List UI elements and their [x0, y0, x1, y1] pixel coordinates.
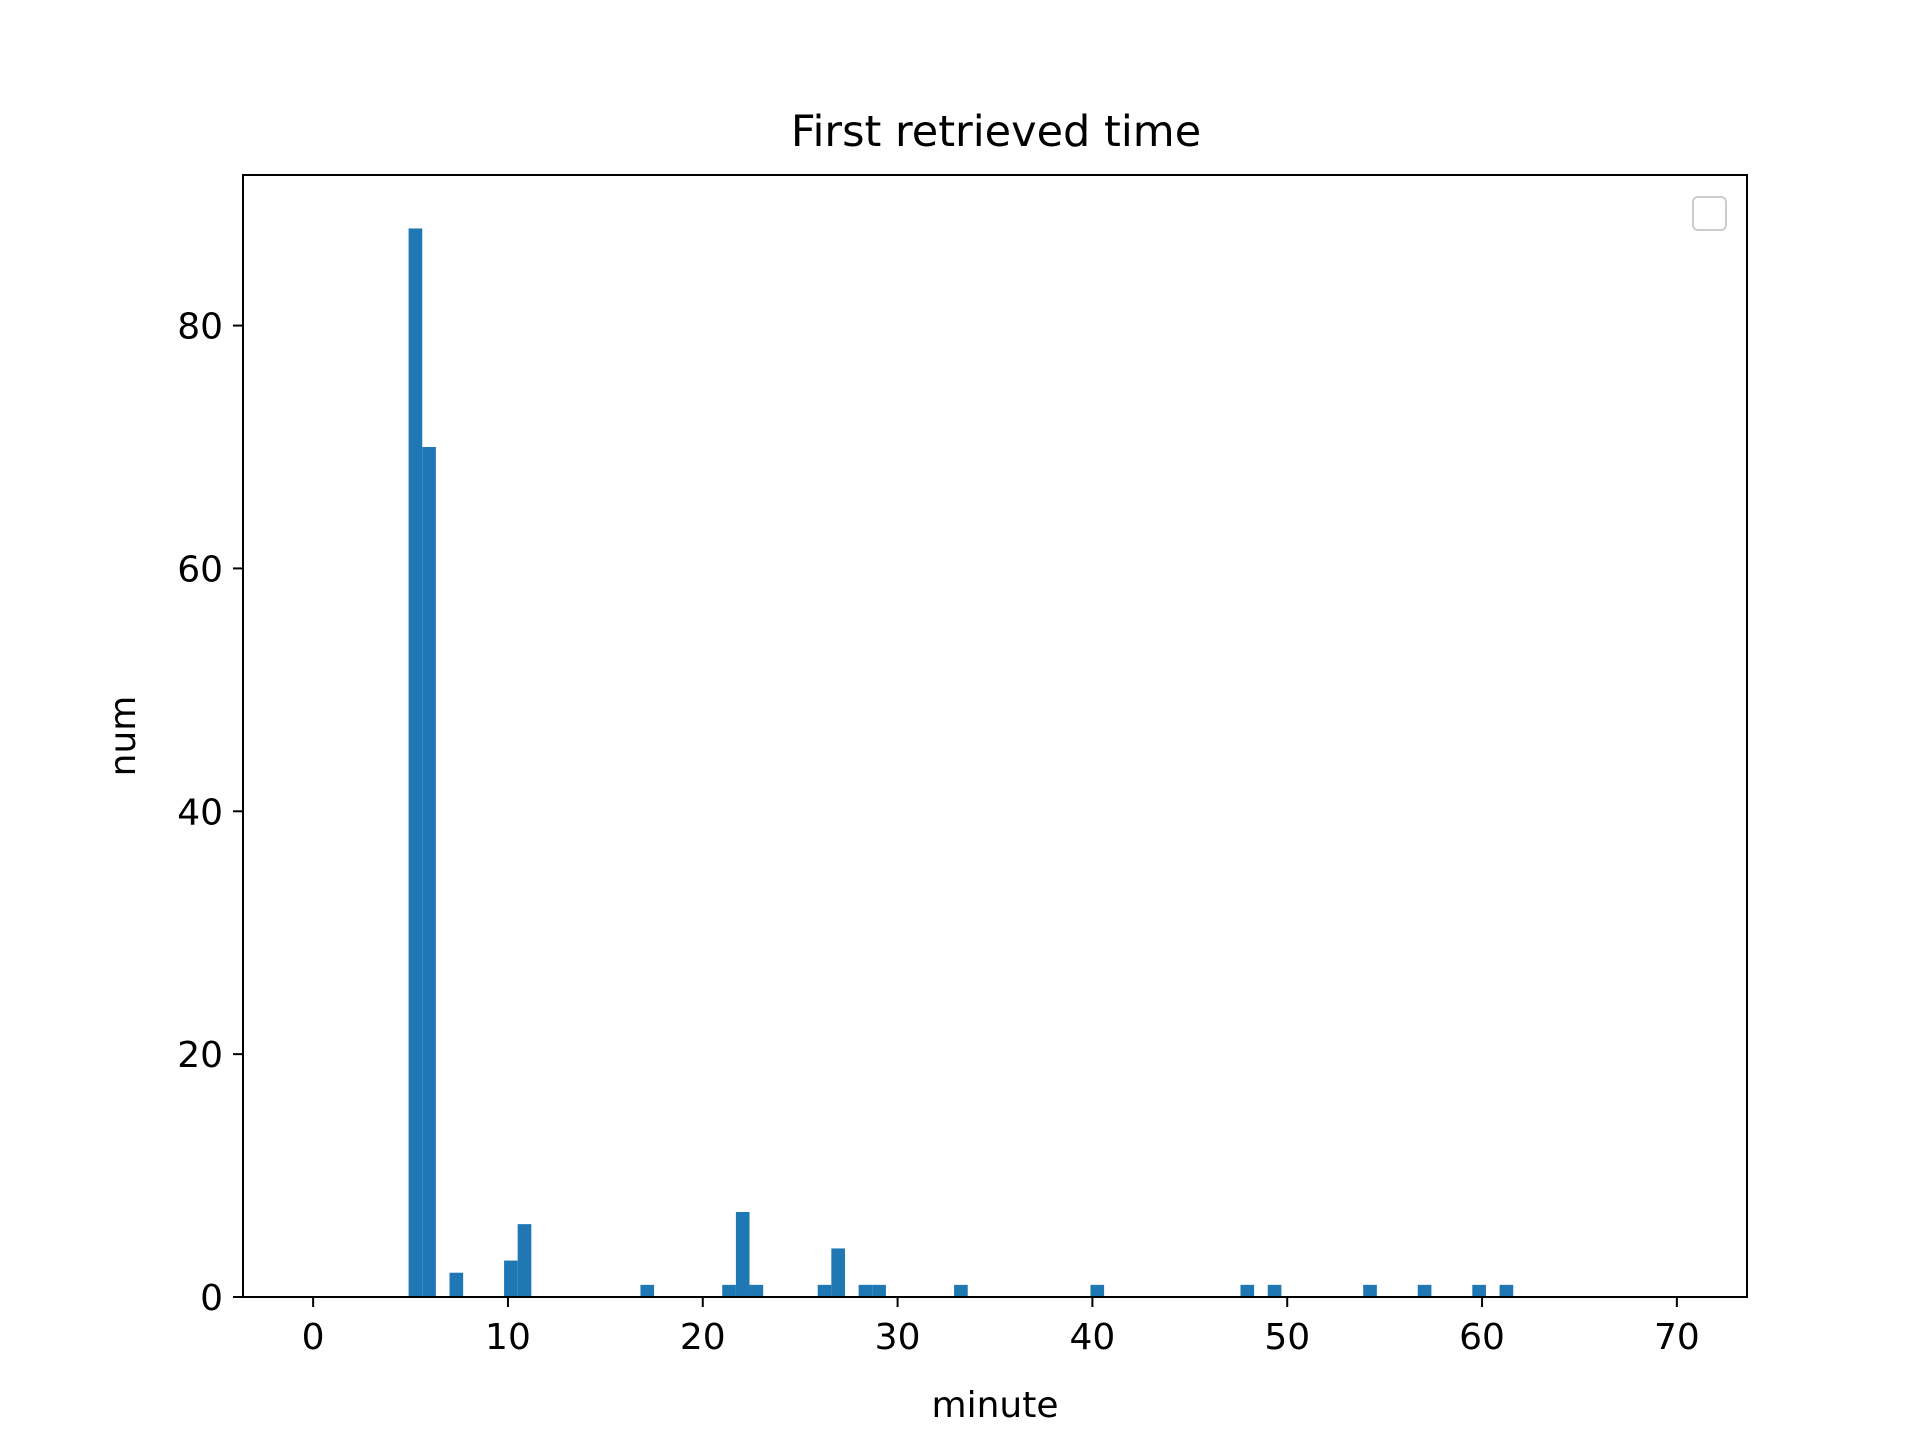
histogram-bar [1267, 1284, 1282, 1297]
x-tick-label: 30 [875, 1317, 921, 1358]
histogram-bar [1417, 1284, 1432, 1297]
x-tick-label: 40 [1070, 1317, 1116, 1358]
histogram-bar [517, 1224, 532, 1297]
histogram-bar [1472, 1284, 1486, 1297]
histogram-bar [722, 1284, 736, 1297]
y-tick-label: 40 [177, 792, 223, 833]
histogram-bar [831, 1248, 845, 1297]
x-tick-label: 50 [1264, 1317, 1310, 1358]
histogram-bar [422, 447, 436, 1297]
histogram-bar [872, 1284, 886, 1297]
histogram-bar [749, 1284, 764, 1297]
y-axis-label: num [103, 696, 144, 777]
chart-title: First retrieved time [791, 107, 1201, 157]
x-tick-label: 20 [680, 1317, 726, 1358]
y-axis-ticks: 0 20 40 60 80 [177, 307, 243, 1319]
y-tick-label: 20 [177, 1035, 223, 1076]
histogram-bar [817, 1284, 832, 1297]
y-tick-label: 80 [177, 307, 223, 348]
x-axis-ticks: 0 10 20 30 40 50 60 70 [302, 1297, 1700, 1358]
y-tick-label: 60 [177, 549, 223, 590]
histogram-bar [1090, 1284, 1105, 1297]
histogram-bar [1499, 1284, 1514, 1297]
legend-box [1692, 196, 1727, 231]
histogram-bar [858, 1284, 873, 1297]
x-tick-label: 10 [485, 1317, 531, 1358]
histogram-bar [408, 228, 423, 1298]
histogram-bar [735, 1212, 750, 1297]
y-tick-label: 0 [200, 1278, 223, 1319]
histogram-bar [640, 1284, 655, 1297]
histogram-bar [449, 1272, 464, 1297]
histogram-bar [1363, 1284, 1377, 1297]
x-tick-label: 0 [302, 1317, 325, 1358]
x-tick-label: 60 [1459, 1317, 1505, 1358]
bars-group [408, 228, 1514, 1298]
histogram-bar [954, 1284, 968, 1297]
histogram-bar [1240, 1284, 1255, 1297]
plot-area-frame [242, 174, 1748, 1298]
x-axis-label: minute [932, 1385, 1059, 1426]
x-tick-label: 70 [1654, 1317, 1700, 1358]
histogram-bar [504, 1260, 518, 1297]
